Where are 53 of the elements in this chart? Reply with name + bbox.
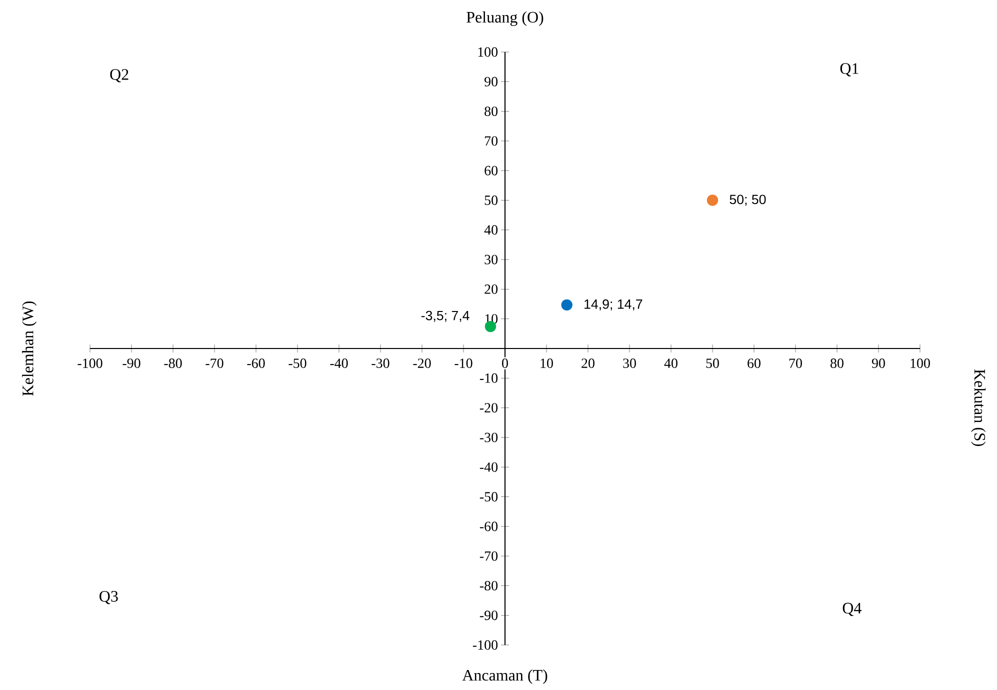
x-tick-label: -40 <box>330 358 348 368</box>
x-tick-label: 30 <box>623 358 636 368</box>
x-tick-label: 0 <box>502 358 508 368</box>
x-tick-label: 50 <box>706 358 719 368</box>
x-tick-label: -100 <box>78 358 102 368</box>
y-tick-label: -60 <box>480 522 498 532</box>
x-tick-label: -90 <box>122 358 140 368</box>
x-tick-label: 80 <box>830 358 844 368</box>
y-tick-label: 70 <box>484 136 498 146</box>
x-tick-label: 40 <box>664 358 678 368</box>
text: Kekutan (S) <box>971 369 986 446</box>
x-tick-label: 70 <box>789 358 802 368</box>
data-label: -3,5; 7,4 <box>421 310 470 322</box>
y-tick-label: 60 <box>484 166 498 176</box>
x-tick-label: -80 <box>164 358 182 368</box>
y-tick-label: 50 <box>484 196 498 205</box>
x-tick-label: 100 <box>910 358 930 368</box>
text: Peluang (O) <box>466 11 544 26</box>
x-tick-label: 60 <box>748 358 760 368</box>
y-tick-label: 40 <box>484 225 498 235</box>
y-tick-label: -70 <box>480 551 498 561</box>
x-tick-label: -10 <box>454 358 472 368</box>
annotation: Q3 <box>100 590 118 604</box>
x-tick-label: -30 <box>372 358 390 368</box>
y-tick-label: -30 <box>480 432 498 442</box>
y-tick-label: -50 <box>480 492 498 502</box>
x-tick-label: -70 <box>206 358 224 368</box>
point <box>706 194 718 206</box>
y-tick-label: -100 <box>472 640 498 650</box>
y-tick-label: 80 <box>484 106 498 116</box>
y-tick-label: -90 <box>480 610 498 620</box>
point <box>561 299 572 311</box>
y-tick-label: 100 <box>478 47 498 57</box>
text: Ancaman (T) <box>462 669 548 684</box>
text: Kelemhan (W) <box>22 301 37 396</box>
y-tick-label: 20 <box>484 284 498 294</box>
y-tick-label: -80 <box>480 580 498 590</box>
x-tick-label: 10 <box>540 358 553 368</box>
x-tick-label: -60 <box>247 358 265 368</box>
x-tick-label: 90 <box>872 358 885 368</box>
annotation: Q1 <box>840 63 858 76</box>
y-tick-label: 30 <box>484 254 498 264</box>
annotation: Q4 <box>842 602 862 616</box>
data-label: 50; 50 <box>730 194 766 206</box>
y-tick-label: -10 <box>480 373 498 383</box>
data-label: 14,9; 14,7 <box>584 299 642 310</box>
x-tick-label: -20 <box>413 358 431 368</box>
x-tick-label: 20 <box>582 358 594 368</box>
y-tick-label: -40 <box>480 462 498 472</box>
x-tick-label: -50 <box>288 358 306 368</box>
y-tick-label: 90 <box>484 76 498 86</box>
y-tick-label: -20 <box>480 403 498 413</box>
annotation: Q2 <box>110 69 128 82</box>
